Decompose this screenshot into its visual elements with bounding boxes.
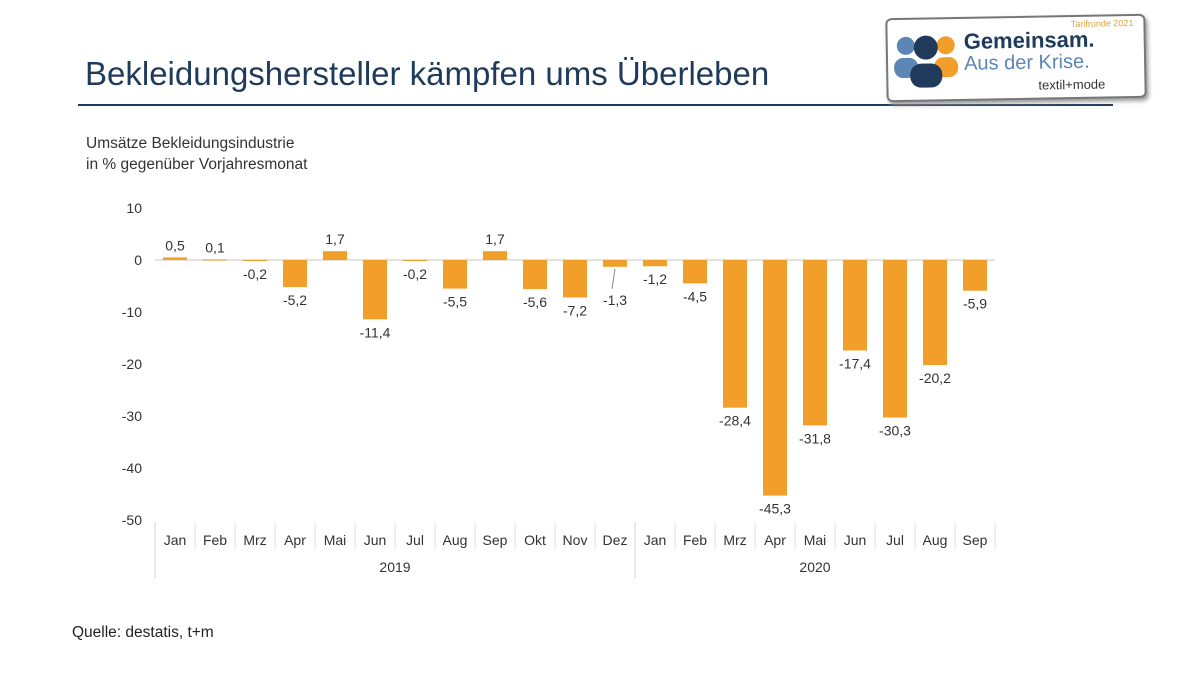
x-tick-label: Dez [603, 532, 628, 548]
data-label: -20,2 [919, 370, 951, 386]
bar [283, 260, 307, 288]
y-tick-label: -50 [122, 512, 142, 528]
page-title: Bekleidungshersteller kämpfen ums Überle… [85, 55, 770, 92]
y-tick-label: -10 [122, 304, 142, 320]
y-tick-label: 10 [126, 200, 142, 216]
data-label: -31,8 [799, 430, 831, 446]
x-tick-label: Mai [804, 532, 827, 548]
x-tick-label: Mai [324, 532, 347, 548]
bar [363, 260, 387, 320]
bar [403, 260, 427, 262]
group-label: 2019 [379, 559, 410, 575]
data-label: -7,2 [563, 302, 587, 318]
data-label: -17,4 [839, 355, 871, 371]
logo: Tarifrunde 2021 Gemeinsam. Aus der Krise… [885, 13, 1147, 103]
data-label: -5,2 [283, 292, 307, 308]
bar [883, 260, 907, 418]
source-note: Quelle: destatis, t+m [72, 624, 214, 641]
x-tick-label: Sep [963, 532, 988, 548]
data-label: -5,5 [443, 294, 467, 310]
data-label: -45,3 [759, 501, 791, 517]
x-tick-label: Jun [844, 532, 867, 548]
x-tick-label: Feb [683, 532, 707, 548]
subtitle-line1: Umsätze Bekleidungsindustrie [86, 135, 295, 152]
bar [243, 260, 267, 262]
y-tick-label: -20 [122, 356, 142, 372]
data-label: -1,2 [643, 271, 667, 287]
x-tick-label: Jan [164, 532, 187, 548]
data-label: -0,2 [403, 266, 427, 282]
data-label: -5,6 [523, 294, 547, 310]
bar [603, 260, 627, 267]
data-label: -28,4 [719, 413, 751, 429]
bar [323, 251, 347, 260]
x-tick-label: Aug [923, 532, 948, 548]
x-tick-label: Aug [443, 532, 468, 548]
bar [763, 260, 787, 496]
data-label: -0,2 [243, 266, 267, 282]
x-tick-label: Mrz [723, 532, 746, 548]
x-tick-label: Jul [406, 532, 424, 548]
bar [803, 260, 827, 426]
x-tick-label: Okt [524, 532, 546, 548]
bar [723, 260, 747, 408]
x-tick-label: Jun [364, 532, 387, 548]
x-tick-label: Nov [563, 532, 588, 548]
data-label: 1,7 [485, 231, 505, 247]
bar [523, 260, 547, 290]
y-tick-label: 0 [134, 252, 142, 268]
people-icon [894, 35, 959, 88]
x-tick-label: Apr [764, 532, 786, 548]
data-label: -11,4 [360, 324, 391, 340]
data-label: -30,3 [879, 423, 911, 439]
y-tick-label: -30 [122, 408, 142, 424]
data-label: -4,5 [683, 288, 707, 304]
x-tick-label: Apr [284, 532, 306, 548]
bar [563, 260, 587, 298]
y-tick-label: -40 [122, 460, 142, 476]
bar [963, 260, 987, 291]
group-label: 2020 [799, 559, 830, 575]
leader-line [611, 268, 616, 289]
bar [843, 260, 867, 351]
x-tick-label: Jan [644, 532, 667, 548]
subtitle-line2: in % gegenüber Vorjahresmonat [86, 156, 308, 173]
data-label: 1,7 [325, 231, 345, 247]
bar [643, 260, 667, 267]
x-tick-label: Sep [483, 532, 508, 548]
x-tick-label: Jul [886, 532, 904, 548]
data-label: 0,5 [165, 237, 185, 253]
bar [443, 260, 467, 289]
chart-subtitle: Umsätze Bekleidungsindustrie in % gegenü… [86, 133, 307, 175]
bar [923, 260, 947, 366]
bar [203, 259, 227, 261]
data-label: 0,1 [205, 239, 225, 255]
x-tick-label: Feb [203, 532, 227, 548]
data-label: -5,9 [963, 296, 987, 312]
data-label: -1,3 [603, 292, 627, 308]
x-tick-label: Mrz [243, 532, 266, 548]
title-divider [78, 104, 1113, 106]
bar [483, 251, 507, 260]
bar [683, 260, 707, 284]
bar [163, 257, 187, 260]
